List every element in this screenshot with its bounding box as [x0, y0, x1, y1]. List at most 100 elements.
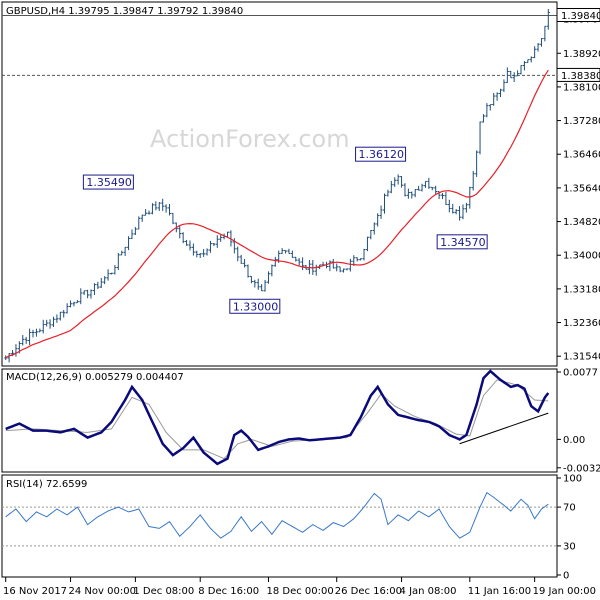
ohlc-bar [475, 150, 479, 177]
price-annotation-label: 1.34570 [440, 236, 486, 249]
ohlc-bar [522, 61, 526, 71]
ohlc-bar [92, 283, 96, 295]
ohlc-bar [386, 189, 390, 197]
macd-y-tick-label: -0.003249 [563, 463, 600, 474]
ohlc-bar [516, 70, 520, 77]
ohlc-bar [96, 281, 100, 290]
ohlc-bar [24, 336, 28, 344]
ohlc-bar [171, 212, 175, 225]
ohlc-bar [400, 176, 404, 188]
ohlc-bar [454, 209, 458, 215]
ohlc-bar [280, 248, 284, 254]
ohlc-bar [410, 191, 414, 199]
ohlc-bar [348, 258, 352, 272]
price-panel-title: GBPUSD,H4 1.39795 1.39847 1.39792 1.3984… [6, 6, 243, 17]
ohlc-bar [202, 249, 206, 257]
ohlc-bar [178, 225, 182, 239]
macd-y-tick-label: 0.0077 [563, 368, 598, 379]
ohlc-bar [31, 329, 35, 338]
macd-main-line [5, 369, 550, 466]
ohlc-bar [120, 250, 124, 256]
ohlc-bar [147, 210, 151, 215]
ohlc-bar [461, 204, 465, 220]
ohlc-bar [468, 186, 472, 209]
ohlc-bar [130, 229, 134, 239]
x-tick-label: 19 Jan 00:00 [533, 586, 596, 597]
ohlc-bar [246, 264, 250, 278]
ohlc-bar [79, 288, 83, 305]
ohlc-bar [478, 121, 482, 155]
x-tick-label: 1 Dec 08:00 [133, 586, 194, 597]
rsi-y-tick-label: 100 [563, 474, 582, 485]
rsi-panel-title: RSI(14) 72.6599 [6, 479, 87, 490]
price-y-tick-label: 1.38100 [563, 82, 600, 93]
ohlc-bar [546, 9, 550, 30]
macd-panel-title: MACD(12,26,9) 0.005279 0.004407 [6, 372, 184, 383]
ohlc-bar [62, 309, 66, 318]
ohlc-bar [338, 266, 342, 273]
ohlc-bar [270, 264, 274, 277]
ohlc-bar [144, 209, 148, 216]
ohlc-bar [372, 222, 376, 235]
ohlc-bar [195, 250, 199, 258]
ohlc-bar [423, 180, 427, 188]
ohlc-bar [539, 38, 543, 47]
x-tick-label: 26 Dec 16:00 [335, 586, 402, 597]
price-tag-label: 1.39840 [561, 11, 600, 22]
ohlc-bar [355, 257, 359, 262]
ohlc-bar [406, 188, 410, 199]
ohlc-bar [294, 256, 298, 262]
ohlc-bar [137, 216, 141, 230]
price-tag-box [556, 7, 600, 22]
ohlc-bar [38, 328, 42, 333]
ohlc-bar [495, 92, 499, 101]
ohlc-bar [273, 256, 277, 267]
price-y-tick-label: 1.37280 [563, 116, 600, 127]
ohlc-bar [519, 64, 523, 75]
ohlc-bar [154, 201, 158, 211]
ohlc-bar [369, 229, 373, 240]
ohlc-bar [109, 272, 113, 275]
rsi-line [5, 491, 549, 539]
ohlc-bar [205, 248, 209, 256]
macd-trendline [459, 412, 549, 445]
ohlc-bar [335, 263, 339, 272]
ohlc-bar [365, 236, 369, 252]
ohlc-bar [533, 46, 537, 59]
ohlc-bar [45, 319, 49, 327]
price-y-tick-label: 1.31540 [563, 352, 600, 363]
ohlc-bar [249, 275, 253, 284]
ohlc-bar [236, 246, 240, 262]
ohlc-bar [113, 265, 117, 275]
ohlc-bar [208, 240, 212, 253]
ohlc-bar [488, 104, 492, 111]
rsi-y-tick-label: 70 [563, 503, 576, 514]
ohlc-bar [284, 250, 288, 254]
ohlc-bar [191, 243, 195, 256]
price-annotation-box [436, 234, 488, 250]
ohlc-bar [198, 253, 202, 258]
price-y-tick-label: 1.35640 [563, 183, 600, 194]
price-y-tick-label: 1.36460 [563, 150, 600, 161]
price-annotation-box [82, 174, 134, 190]
ohlc-bar [188, 240, 192, 251]
ohlc-bar [266, 271, 270, 284]
ohlc-bar [447, 199, 451, 213]
ohlc-bar [150, 203, 154, 215]
ohlc-bar [403, 183, 407, 197]
price-annotation-box [355, 146, 407, 162]
price-tag-label: 1.38380 [561, 71, 600, 82]
ohlc-bar [389, 180, 393, 194]
ohlc-bar [212, 243, 216, 247]
ohlc-bar [379, 205, 383, 219]
ohlc-bar [505, 67, 509, 83]
ohlc-bar [413, 189, 417, 198]
x-tick-label: 4 Jan 08:00 [400, 586, 457, 597]
ohlc-bar [543, 25, 547, 42]
ohlc-bar [263, 279, 267, 292]
ohlc-bar [239, 254, 243, 264]
ohlc-bar [464, 202, 468, 213]
ohlc-bar [471, 170, 475, 191]
ohlc-bar [243, 258, 247, 268]
